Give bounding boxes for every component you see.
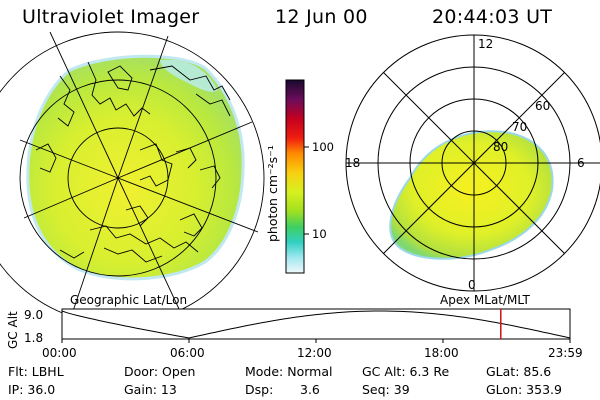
mlt-lines: [346, 35, 600, 291]
mlt-label-dusk: 18: [345, 156, 360, 170]
mlat-label: 80: [493, 140, 508, 154]
glat-value: GLat: 85.6: [486, 364, 552, 379]
colorbar-tick-label: 10: [312, 227, 327, 241]
timeline-y-tick: 9.0: [24, 308, 43, 322]
altitude-curve: [61, 310, 571, 339]
dsp-label: Dsp:: [245, 382, 274, 397]
mlt-label-noon: 12: [478, 37, 493, 51]
colorbar-unit-label: photon cm⁻²s⁻¹: [265, 145, 280, 242]
gc-alt-value: GC Alt: 6.3 Re: [362, 364, 450, 379]
timeline-x-tick: 12:00: [297, 346, 332, 360]
observation-time: 20:44:03 UT: [432, 6, 553, 28]
colorbar: 100 10 photon cm⁻²s⁻¹: [265, 79, 334, 274]
glon-value: GLon: 353.9: [486, 382, 562, 397]
mode-value: Mode: Normal: [245, 364, 333, 379]
geographic-map: [0, 31, 265, 325]
geographic-caption: Geographic Lat/Lon: [70, 293, 188, 307]
meridian-lines: [19, 31, 259, 325]
mlt-label-dawn: 6: [577, 156, 585, 170]
seq-value: Seq: 39: [362, 382, 410, 397]
observation-date: 12 Jun 00: [275, 6, 368, 28]
gain-value: Gain: 13: [124, 382, 177, 397]
dsp-value: 3.6: [300, 382, 320, 397]
mlat-label: 60: [535, 99, 550, 113]
magnetic-polar-plot: 12 18 6 0 60 70 80: [345, 34, 600, 292]
timeline-x-tick: 06:00: [170, 346, 205, 360]
filter-value: Flt: LBHL: [8, 364, 64, 379]
left-emission-disk: [26, 54, 245, 281]
ip-value: IP: 36.0: [8, 382, 56, 397]
mlat-label: 70: [512, 120, 527, 134]
instrument-title: Ultraviolet Imager: [22, 6, 200, 28]
colorbar-tick-label: 100: [312, 140, 334, 154]
timeline-frame: [61, 308, 571, 340]
timeline-x-tick: 18:00: [424, 346, 459, 360]
colorbar-gradient: [285, 79, 305, 274]
timeline-y-tick: 1.8: [24, 331, 43, 345]
mlt-label-midnight: 0: [468, 278, 476, 292]
door-value: Door: Open: [124, 364, 196, 379]
magnetic-caption: Apex MLat/MLT: [440, 293, 530, 307]
timeline-ylabel: GC Alt: [6, 311, 20, 349]
timeline-x-tick: 00:00: [42, 346, 77, 360]
timeline-x-tick: 23:59: [548, 346, 583, 360]
altitude-timeline: 9.0 1.8 GC Alt 00:00 06:00 12:00 18:00 2…: [6, 308, 583, 360]
coastlines: [35, 61, 231, 263]
